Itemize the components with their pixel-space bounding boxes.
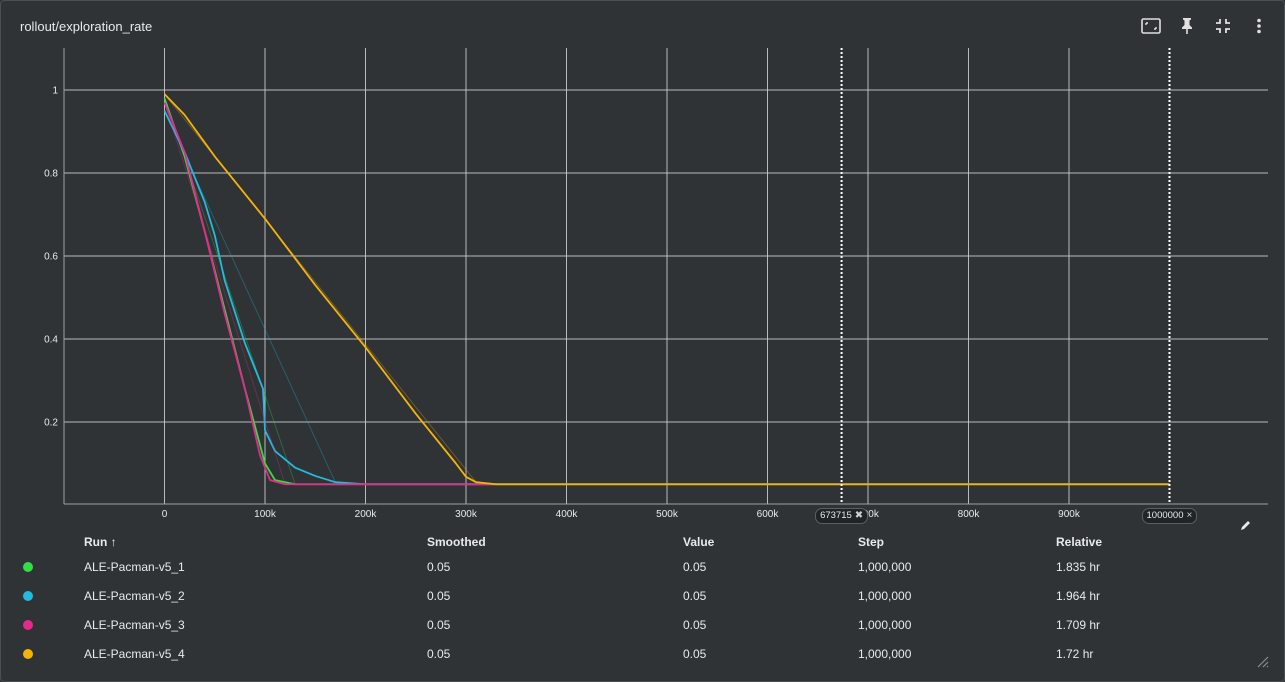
step-marker-chip-1[interactable]: 673715 ✖ xyxy=(815,508,869,524)
fit-domain-icon[interactable] xyxy=(1140,15,1162,37)
step-marker-chip-2[interactable]: 1000000 × xyxy=(1141,508,1198,524)
pin-icon[interactable] xyxy=(1176,15,1198,37)
collapse-icon[interactable] xyxy=(1212,15,1234,37)
table-row[interactable]: ALE-Pacman-v5_2 0.05 0.05 1,000,000 1.96… xyxy=(18,581,1102,610)
series-line-2 xyxy=(163,110,1170,486)
x-tick-label: 0 xyxy=(162,509,168,520)
smoothed-value: 0.05 xyxy=(427,588,451,603)
x-tick-label: 900k xyxy=(1058,509,1081,520)
y-tick-label: 0.4 xyxy=(44,335,58,346)
step: 1,000,000 xyxy=(858,559,912,574)
resize-handle-icon[interactable] xyxy=(1255,654,1269,668)
run-name: ALE-Pacman-v5_4 xyxy=(84,646,185,661)
relative-time: 1.72 hr xyxy=(1056,646,1094,661)
marker-label: 1000000 xyxy=(1146,510,1184,521)
y-tick-label: 0.8 xyxy=(44,169,58,180)
header-run[interactable]: Run ↑ xyxy=(84,535,117,549)
run-color-dot xyxy=(23,620,33,630)
x-tick-label: 800k xyxy=(958,509,981,520)
chart-toolbar xyxy=(1140,15,1270,37)
y-tick-label: 0.2 xyxy=(44,418,58,429)
y-axis-ticks: 0.2 0.4 0.6 0.8 1 xyxy=(44,86,58,429)
more-vert-icon[interactable] xyxy=(1248,15,1270,37)
series-line-3 xyxy=(163,102,1170,486)
run-color-dot xyxy=(23,562,33,572)
value: 0.05 xyxy=(683,646,707,661)
header-step[interactable]: Step xyxy=(858,535,885,549)
run-name: ALE-Pacman-v5_2 xyxy=(84,588,185,603)
relative-time: 1.964 hr xyxy=(1056,588,1101,603)
x-axis-ticks: 0 100k 200k 300k 400k 500k 600k 700k 800k 900k xyxy=(162,509,1081,520)
close-icon[interactable]: × xyxy=(1186,510,1193,521)
smoothed-value: 0.05 xyxy=(427,646,451,661)
table-row[interactable]: ALE-Pacman-v5_4 0.05 0.05 1,000,000 1.72… xyxy=(18,639,1102,668)
table-row[interactable]: ALE-Pacman-v5_3 0.05 0.05 1,000,000 1.70… xyxy=(18,610,1102,639)
value: 0.05 xyxy=(683,559,707,574)
run-name: ALE-Pacman-v5_1 xyxy=(84,559,185,574)
marker-label: 673715 xyxy=(820,510,852,521)
smoothed-value: 0.05 xyxy=(427,617,451,632)
run-color-dot xyxy=(23,591,33,601)
x-tick-label: 100k xyxy=(254,509,277,520)
table-header-row: Run ↑ Smoothed Value Step Relative xyxy=(18,532,1102,552)
x-tick-label: 600k xyxy=(757,509,780,520)
pin-icon[interactable]: ✖ xyxy=(854,510,864,521)
y-tick-label: 0.6 xyxy=(44,252,58,263)
runs-table: Run ↑ Smoothed Value Step Relative ALE-P… xyxy=(18,532,1102,668)
series-line-4 xyxy=(163,93,1170,486)
relative-time: 1.835 hr xyxy=(1056,559,1101,574)
header-value[interactable]: Value xyxy=(683,535,715,549)
x-tick-label: 700k xyxy=(857,509,880,520)
smoothed-value: 0.05 xyxy=(427,559,451,574)
chart-title: rollout/exploration_rate xyxy=(20,19,153,34)
edit-icon[interactable] xyxy=(1240,519,1252,534)
header-smoothed[interactable]: Smoothed xyxy=(427,535,486,549)
series-raw-line xyxy=(164,102,286,485)
step-marker-lines xyxy=(840,48,1171,504)
table-row[interactable]: ALE-Pacman-v5_1 0.05 0.05 1,000,000 1.83… xyxy=(18,552,1102,581)
chart-series xyxy=(163,93,1170,486)
chart-axes xyxy=(63,48,1268,505)
x-tick-label: 400k xyxy=(556,509,579,520)
run-name: ALE-Pacman-v5_3 xyxy=(84,617,185,632)
header-relative[interactable]: Relative xyxy=(1056,535,1103,549)
step: 1,000,000 xyxy=(858,588,912,603)
run-color-dot xyxy=(23,649,33,659)
value: 0.05 xyxy=(683,617,707,632)
step: 1,000,000 xyxy=(858,646,912,661)
chart-grid xyxy=(64,48,1268,504)
x-tick-label: 300k xyxy=(455,509,478,520)
step: 1,000,000 xyxy=(858,617,912,632)
relative-time: 1.709 hr xyxy=(1056,617,1101,632)
value: 0.05 xyxy=(683,588,707,603)
line-chart[interactable]: 0 100k 200k 300k 400k 500k 600k 700k 800k 900k 0.… xyxy=(0,46,1285,536)
y-tick-label: 1 xyxy=(52,86,58,97)
x-tick-label: 500k xyxy=(656,509,679,520)
x-tick-label: 200k xyxy=(355,509,378,520)
